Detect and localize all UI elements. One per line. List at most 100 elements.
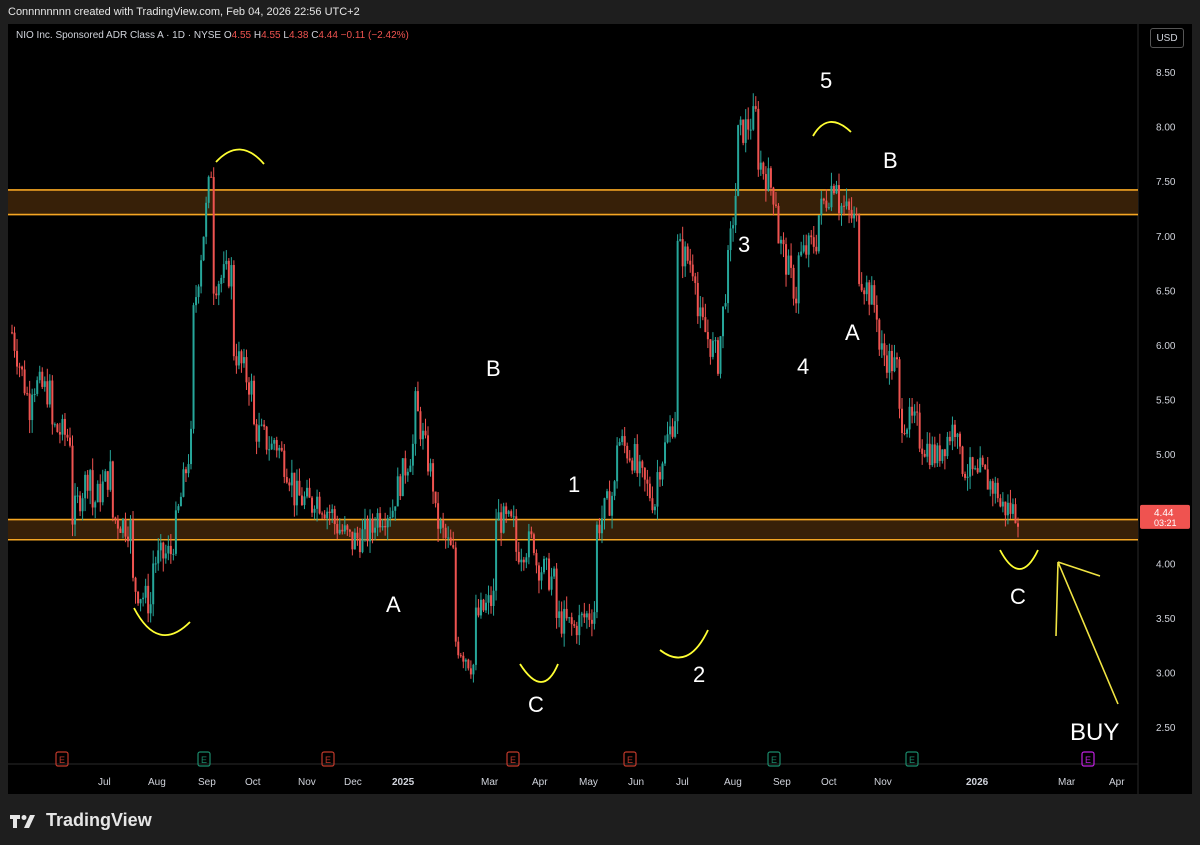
candle-body: [381, 525, 384, 528]
candle-body: [207, 176, 210, 203]
earnings-marker[interactable]: [55, 751, 69, 767]
zone-1: [8, 189, 1138, 215]
candle-body: [994, 482, 997, 494]
candle-body: [583, 613, 586, 618]
candle-body: [142, 597, 145, 600]
candle-body: [154, 563, 157, 565]
candle-body: [901, 408, 904, 434]
symbol-title: NIO Inc. Sponsored ADR Class A · 1D · NY…: [16, 30, 222, 41]
candle-body: [555, 568, 558, 618]
candle-body: [661, 463, 664, 480]
candle-body: [664, 442, 667, 464]
candle-body: [474, 607, 477, 665]
candle-body: [840, 205, 843, 214]
price-badge-value: 4.44: [1154, 508, 1174, 519]
earnings-marker[interactable]: [197, 751, 211, 767]
candle-body: [797, 255, 800, 304]
candle-body: [71, 445, 74, 525]
candle-body: [774, 204, 777, 206]
candle-body: [843, 205, 846, 207]
earnings-marker[interactable]: [905, 751, 919, 767]
candle-body: [76, 495, 79, 497]
candle-body: [742, 119, 745, 143]
candle-body: [84, 474, 87, 499]
candle-body: [590, 619, 593, 624]
earnings-marker[interactable]: [1081, 751, 1095, 767]
earnings-marker[interactable]: [623, 751, 637, 767]
candle-body: [200, 260, 203, 287]
candle-body: [459, 655, 462, 657]
y-tick-label: 8.00: [1156, 123, 1176, 134]
candle-body: [1009, 502, 1012, 514]
candle-body: [1001, 501, 1004, 507]
earnings-marker[interactable]: [321, 751, 335, 767]
candle-body: [560, 611, 563, 634]
wave-label: C: [528, 692, 544, 717]
candle-body: [805, 245, 808, 255]
tradingview-logo[interactable]: TradingView: [10, 810, 152, 831]
candle-body: [883, 343, 886, 356]
candle-body: [734, 195, 737, 226]
candle-body: [268, 449, 271, 451]
candle-body: [812, 237, 815, 247]
candle-body: [56, 424, 59, 432]
candle-body: [416, 391, 419, 412]
candle-body: [606, 491, 609, 499]
candle-body: [225, 260, 228, 265]
candle-body: [288, 482, 291, 486]
x-tick-label: 2025: [392, 777, 415, 788]
candle-body: [933, 444, 936, 464]
x-tick-label: Dec: [344, 777, 362, 788]
candle-body: [598, 524, 601, 534]
candle-body: [974, 468, 977, 470]
candle-body: [432, 463, 435, 492]
attribution-bar: Connnnnnnn created with TradingView.com,…: [0, 0, 1200, 24]
candle-body: [822, 198, 825, 201]
price-chart[interactable]: 8.508.007.507.006.506.005.505.004.504.00…: [8, 24, 1192, 794]
candle-body: [540, 572, 543, 581]
candle-body: [911, 406, 914, 416]
candle-body: [26, 393, 29, 395]
candle-body: [384, 525, 387, 528]
candle-body: [565, 608, 568, 619]
x-tick-label: Oct: [245, 777, 261, 788]
y-tick-label: 6.00: [1156, 341, 1176, 352]
candle-body: [961, 446, 964, 474]
brand-name: TradingView: [46, 810, 152, 830]
candle-body: [162, 542, 165, 559]
chart-area[interactable]: 8.508.007.507.006.506.005.505.004.504.00…: [8, 24, 1192, 794]
candle-body: [616, 445, 619, 482]
x-tick-label: Nov: [298, 777, 316, 788]
wave-label: C: [1010, 584, 1026, 609]
earnings-marker[interactable]: [767, 751, 781, 767]
candle-body: [515, 516, 518, 552]
candle-body: [550, 576, 553, 590]
candle-body: [462, 655, 465, 662]
candle-body: [890, 350, 893, 372]
candle-body: [563, 608, 566, 634]
candle-body: [174, 510, 177, 554]
earnings-marker[interactable]: [506, 751, 520, 767]
candle-body: [283, 450, 286, 477]
currency-button[interactable]: USD: [1150, 28, 1184, 48]
candle-body: [651, 498, 654, 511]
candle-body: [719, 336, 722, 374]
candle-body: [507, 511, 510, 514]
earnings-marker-label: E: [201, 755, 207, 765]
candle-body: [212, 177, 215, 294]
candle-body: [1004, 501, 1007, 516]
candle-body: [369, 518, 372, 542]
candle-body: [215, 293, 218, 296]
candle-body: [959, 433, 962, 447]
wave-label: 2: [693, 662, 705, 687]
candle-body: [951, 424, 954, 442]
candle-body: [964, 473, 967, 478]
candle-body: [722, 306, 725, 337]
candle-body: [303, 496, 306, 506]
candle-body: [353, 532, 356, 550]
candle-body: [86, 474, 89, 491]
candle-body: [293, 472, 296, 506]
candle-body: [573, 624, 576, 626]
y-tick-label: 7.50: [1156, 177, 1176, 188]
candle-body: [144, 585, 147, 598]
